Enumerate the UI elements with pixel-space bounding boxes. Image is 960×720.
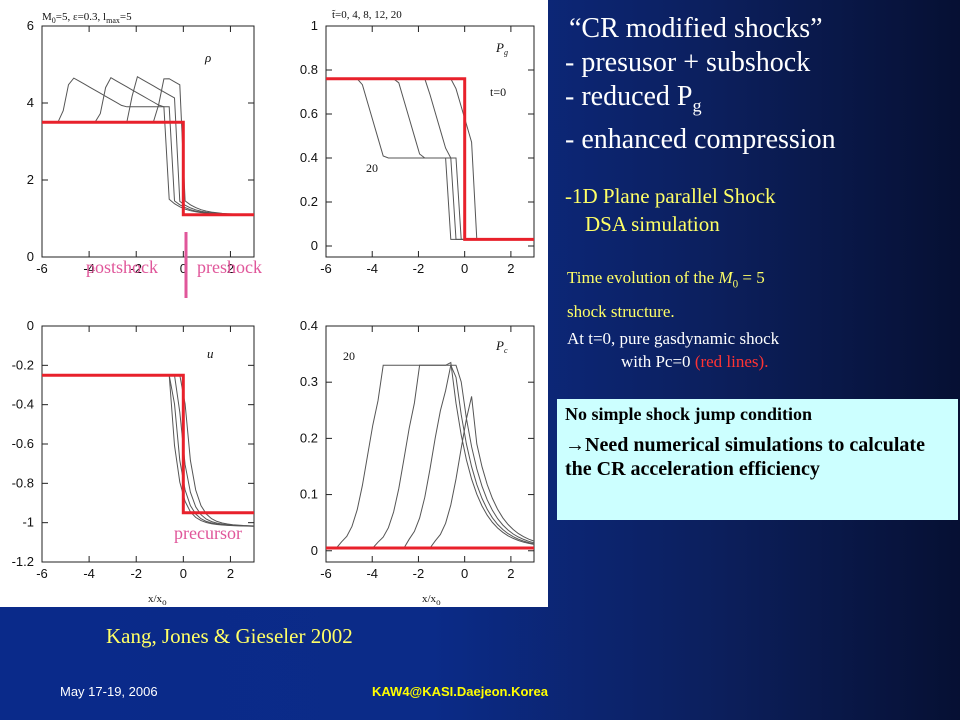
pc-plot-frame: [325, 325, 535, 563]
conclusion-box: No simple shock jump condition →Need num…: [557, 399, 958, 520]
title-bullet-presusor: - presusor + subshock: [565, 47, 811, 78]
u-y-tick-label: -0.2: [12, 357, 34, 372]
initial-condition-line-2: with Pc=0 (red lines).: [621, 352, 769, 371]
t0-annotation: t=0: [490, 85, 506, 99]
pg-y-tick-label: 0.8: [300, 62, 318, 77]
u-y-tick-label: -1: [22, 515, 34, 530]
rho-variable-label: ρ: [204, 50, 211, 65]
u-y-tick-label: -0.6: [12, 436, 34, 451]
plane-line-2: DSA simulation: [585, 212, 720, 236]
u-y-tick-label: 0: [27, 318, 34, 333]
u-y-tick-label: -1.2: [12, 554, 34, 569]
simulation-figure: -6 -4 -2 0 2 0 2 4 6 -6 -4 -2 0 2 0 0.2 0.4 0.6 0.8 1 -6 -4 -2…: [0, 0, 548, 607]
rho-initial-profile: [42, 120, 254, 217]
u-variable-label: u: [207, 346, 214, 361]
pc-y-tick-label: 0.1: [300, 487, 318, 502]
pg-x-tick-label: 2: [507, 261, 514, 276]
slide-title: “CR modified shocks”: [569, 13, 823, 44]
u-x-tick-label: -2: [130, 566, 142, 581]
u-evolved-profile: [42, 374, 255, 527]
pc-y-tick-label: 0: [311, 543, 318, 558]
rho-evolved-profile: [42, 77, 255, 216]
pc-evolved-profile: [326, 364, 535, 549]
slide-title-block: “CR modified shocks” - presusor + subsho…: [565, 12, 836, 157]
rho-y-tick-label: 2: [27, 172, 34, 187]
pc-y-tick-label: 0.4: [300, 318, 318, 333]
rho-y-tick-label: 4: [27, 95, 34, 110]
pg-evolved-profile: [326, 78, 534, 240]
u-y-tick-label: -0.4: [12, 397, 34, 412]
pg-initial-profile: [326, 77, 534, 241]
pg-y-tick-label: 0.2: [300, 194, 318, 209]
u-initial-profile: [42, 373, 254, 515]
u-evolved-profile: [42, 374, 255, 527]
pc-x-tick-label: -6: [320, 566, 332, 581]
u-y-tick-label: -0.8: [12, 475, 34, 490]
pg-evolved-profile: [326, 78, 534, 240]
pc-evolved-profile: [326, 361, 535, 549]
conclusion-body: →Need numerical simulations to calculate…: [565, 434, 925, 480]
pg-variable-label: Pg: [495, 40, 508, 57]
title-bullet-reduced-pg: - reduced Pg: [565, 81, 702, 116]
plane-parallel-note: -1D Plane parallel Shock DSA simulation: [565, 182, 776, 238]
preshock-label: preshock: [197, 257, 262, 277]
rho-x-tick-label: 0: [180, 261, 187, 276]
pg-y-tick-label: 1: [311, 18, 318, 33]
time-evolution-line-2: shock structure.: [567, 302, 675, 322]
pg-evolved-profile: [326, 78, 534, 240]
rho-x-tick-label: -6: [36, 261, 48, 276]
pc-x-axis-label: x/xo: [422, 593, 441, 607]
pg-evolved-profile: [326, 78, 534, 240]
initial-condition-note: At t=0, pure gasdynamic shock with Pc=0 …: [567, 327, 779, 373]
rho-panel-title: M0=5, ε=0.3, lmax=5: [42, 11, 132, 25]
curve-20-pc-label: 20: [343, 349, 355, 363]
u-x-axis-label: x/xo: [148, 593, 167, 607]
pg-x-tick-label: -6: [320, 261, 332, 276]
pg-y-tick-label: 0: [311, 238, 318, 253]
footer-date: May 17-19, 2006: [60, 684, 158, 699]
postshock-label: postshock: [86, 257, 158, 277]
pc-evolved-profile: [326, 364, 535, 549]
rho-y-tick-label: 6: [27, 18, 34, 33]
time-evolution-note: Time evolution of the M0 = 5 shock struc…: [567, 264, 765, 325]
u-x-tick-label: 0: [180, 566, 187, 581]
arrow-icon: →: [565, 434, 585, 456]
pc-x-tick-label: -4: [366, 566, 378, 581]
pg-plot-frame: [325, 25, 535, 258]
curve-20-pg-label: 20: [366, 161, 378, 175]
pg-x-tick-label: 0: [461, 261, 468, 276]
pg-x-tick-label: -4: [366, 261, 378, 276]
rho-x-tick-label: -2: [130, 261, 142, 276]
u-evolved-profile: [42, 374, 255, 527]
pc-x-tick-label: 0: [461, 566, 468, 581]
rho-x-tick-label: 2: [227, 261, 234, 276]
rho-x-tick-label: -4: [83, 261, 95, 276]
u-evolved-profile: [42, 374, 255, 527]
pc-variable-label: Pc: [495, 338, 508, 355]
pg-x-tick-label: -2: [413, 261, 425, 276]
pg-y-tick-label: 0.6: [300, 106, 318, 121]
pg-panel-title: t̃=0, 4, 8, 12, 20: [332, 9, 403, 21]
rho-plot-frame: [41, 25, 255, 258]
u-x-tick-label: -4: [83, 566, 95, 581]
plane-line-1: -1D Plane parallel Shock: [565, 184, 776, 208]
rho-evolved-profile: [42, 75, 254, 215]
u-x-tick-label: 2: [227, 566, 234, 581]
pg-y-tick-label: 0.4: [300, 150, 318, 165]
time-evolution-line-1: Time evolution of the M0 = 5: [567, 268, 765, 291]
precursor-label: precursor: [174, 523, 242, 543]
footer-conference: KAW4@KASI.Daejeon.Korea: [372, 684, 548, 699]
pc-y-tick-label: 0.2: [300, 430, 318, 445]
pc-x-tick-label: 2: [507, 566, 514, 581]
u-x-tick-label: -6: [36, 566, 48, 581]
pc-x-tick-label: -2: [413, 566, 425, 581]
citation: Kang, Jones & Gieseler 2002: [106, 624, 353, 648]
conclusion-heading: No simple shock jump condition: [565, 404, 813, 424]
rho-y-tick-label: 0: [27, 249, 34, 264]
title-bullet-compression: - enhanced compression: [565, 123, 836, 155]
initial-condition-line-1: At t=0, pure gasdynamic shock: [567, 329, 780, 348]
pc-y-tick-label: 0.3: [300, 374, 318, 389]
